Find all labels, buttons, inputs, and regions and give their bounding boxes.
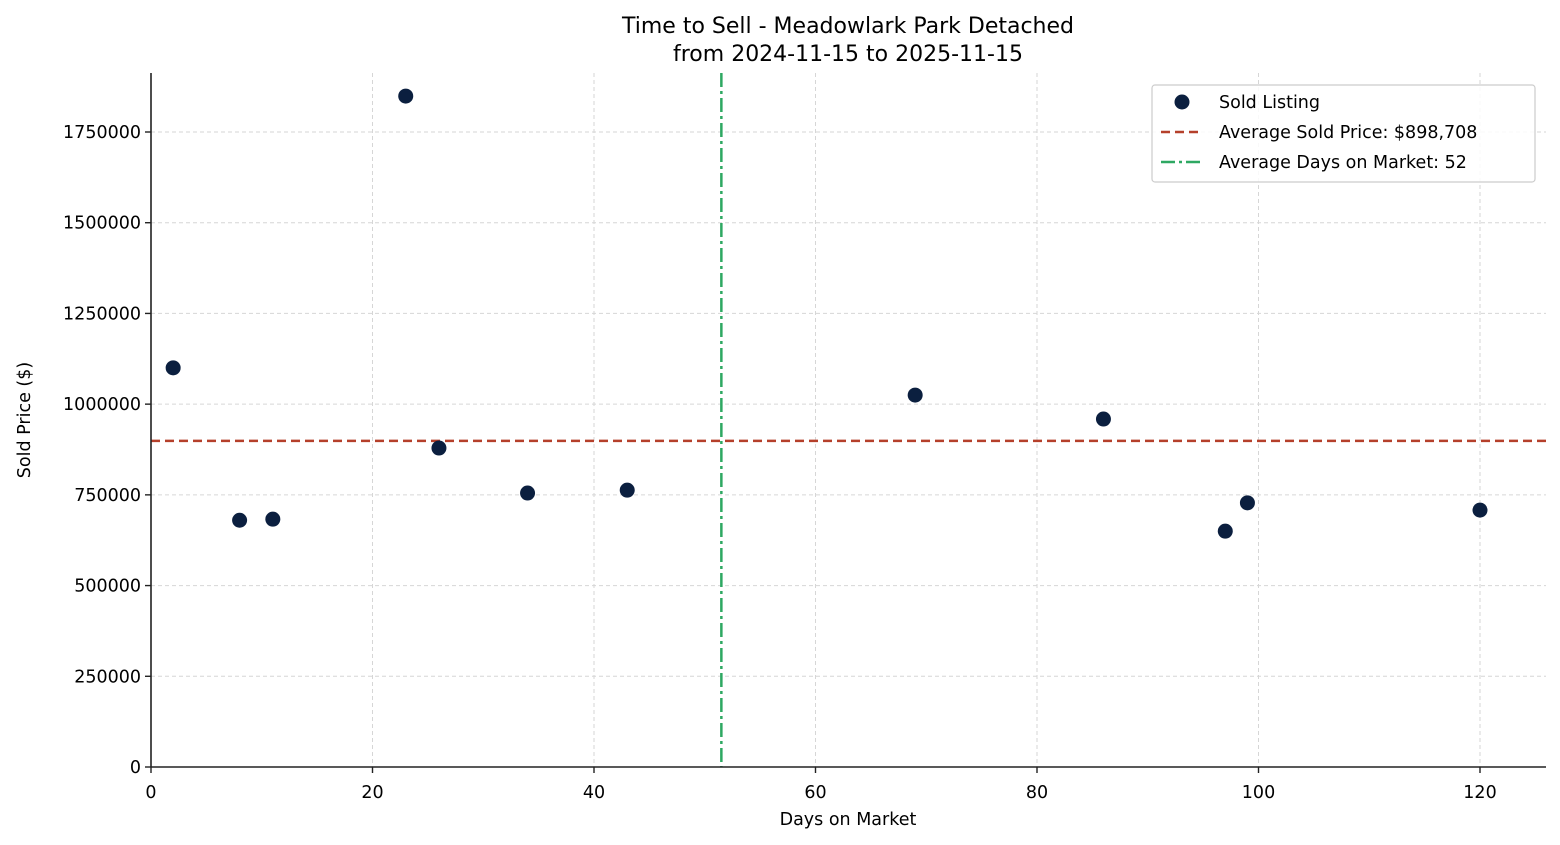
data-point <box>165 360 181 376</box>
data-point <box>907 387 923 403</box>
x-tick-label: 100 <box>1242 783 1275 803</box>
legend-box <box>1151 84 1536 183</box>
y-tick-label: 500000 <box>74 577 141 597</box>
x-axis-ticks: 0 20 40 60 80 100 120 <box>145 767 1497 803</box>
legend-label-sold-listing: Sold Listing <box>1219 93 1320 113</box>
data-point <box>1217 523 1233 539</box>
y-tick-label: 1000000 <box>63 395 141 415</box>
chart-subtitle: from 2024-11-15 to 2025-11-15 <box>673 42 1023 67</box>
x-tick-label: 120 <box>1463 783 1496 803</box>
data-point <box>1472 502 1488 518</box>
data-point <box>1239 495 1255 511</box>
reference-lines <box>151 73 1546 767</box>
legend-label-avg-days: Average Days on Market: 52 <box>1219 153 1467 173</box>
y-axis-ticks: 0 250000 500000 750000 1000000 1250000 1500000… <box>63 123 151 778</box>
x-tick-label: 60 <box>804 783 826 803</box>
x-tick-label: 80 <box>1026 783 1048 803</box>
data-point <box>431 440 447 456</box>
y-tick-label: 750000 <box>74 486 141 506</box>
y-tick-label: 250000 <box>74 667 141 687</box>
data-point <box>265 511 281 527</box>
legend-label-avg-price: Average Sold Price: $898,708 <box>1219 123 1477 143</box>
data-point <box>232 512 248 528</box>
x-tick-label: 40 <box>583 783 605 803</box>
data-points <box>165 88 1488 539</box>
legend: Sold Listing Average Sold Price: $898,70… <box>1151 84 1536 183</box>
x-tick-label: 0 <box>145 783 156 803</box>
y-tick-label: 1500000 <box>63 214 141 234</box>
data-point <box>398 88 414 104</box>
data-point <box>1095 411 1111 427</box>
data-point <box>619 482 635 498</box>
chart-title: Time to Sell - Meadowlark Park Detached <box>621 14 1074 39</box>
y-tick-label: 1250000 <box>63 304 141 324</box>
y-tick-label: 0 <box>130 758 141 778</box>
data-point <box>520 485 536 501</box>
legend-marker-sold-listing-icon <box>1174 94 1190 110</box>
y-axis-label: Sold Price ($) <box>15 362 35 478</box>
x-axis-label: Days on Market <box>780 810 917 830</box>
y-tick-label: 1750000 <box>63 123 141 143</box>
axes <box>150 73 1546 768</box>
x-tick-label: 20 <box>361 783 383 803</box>
